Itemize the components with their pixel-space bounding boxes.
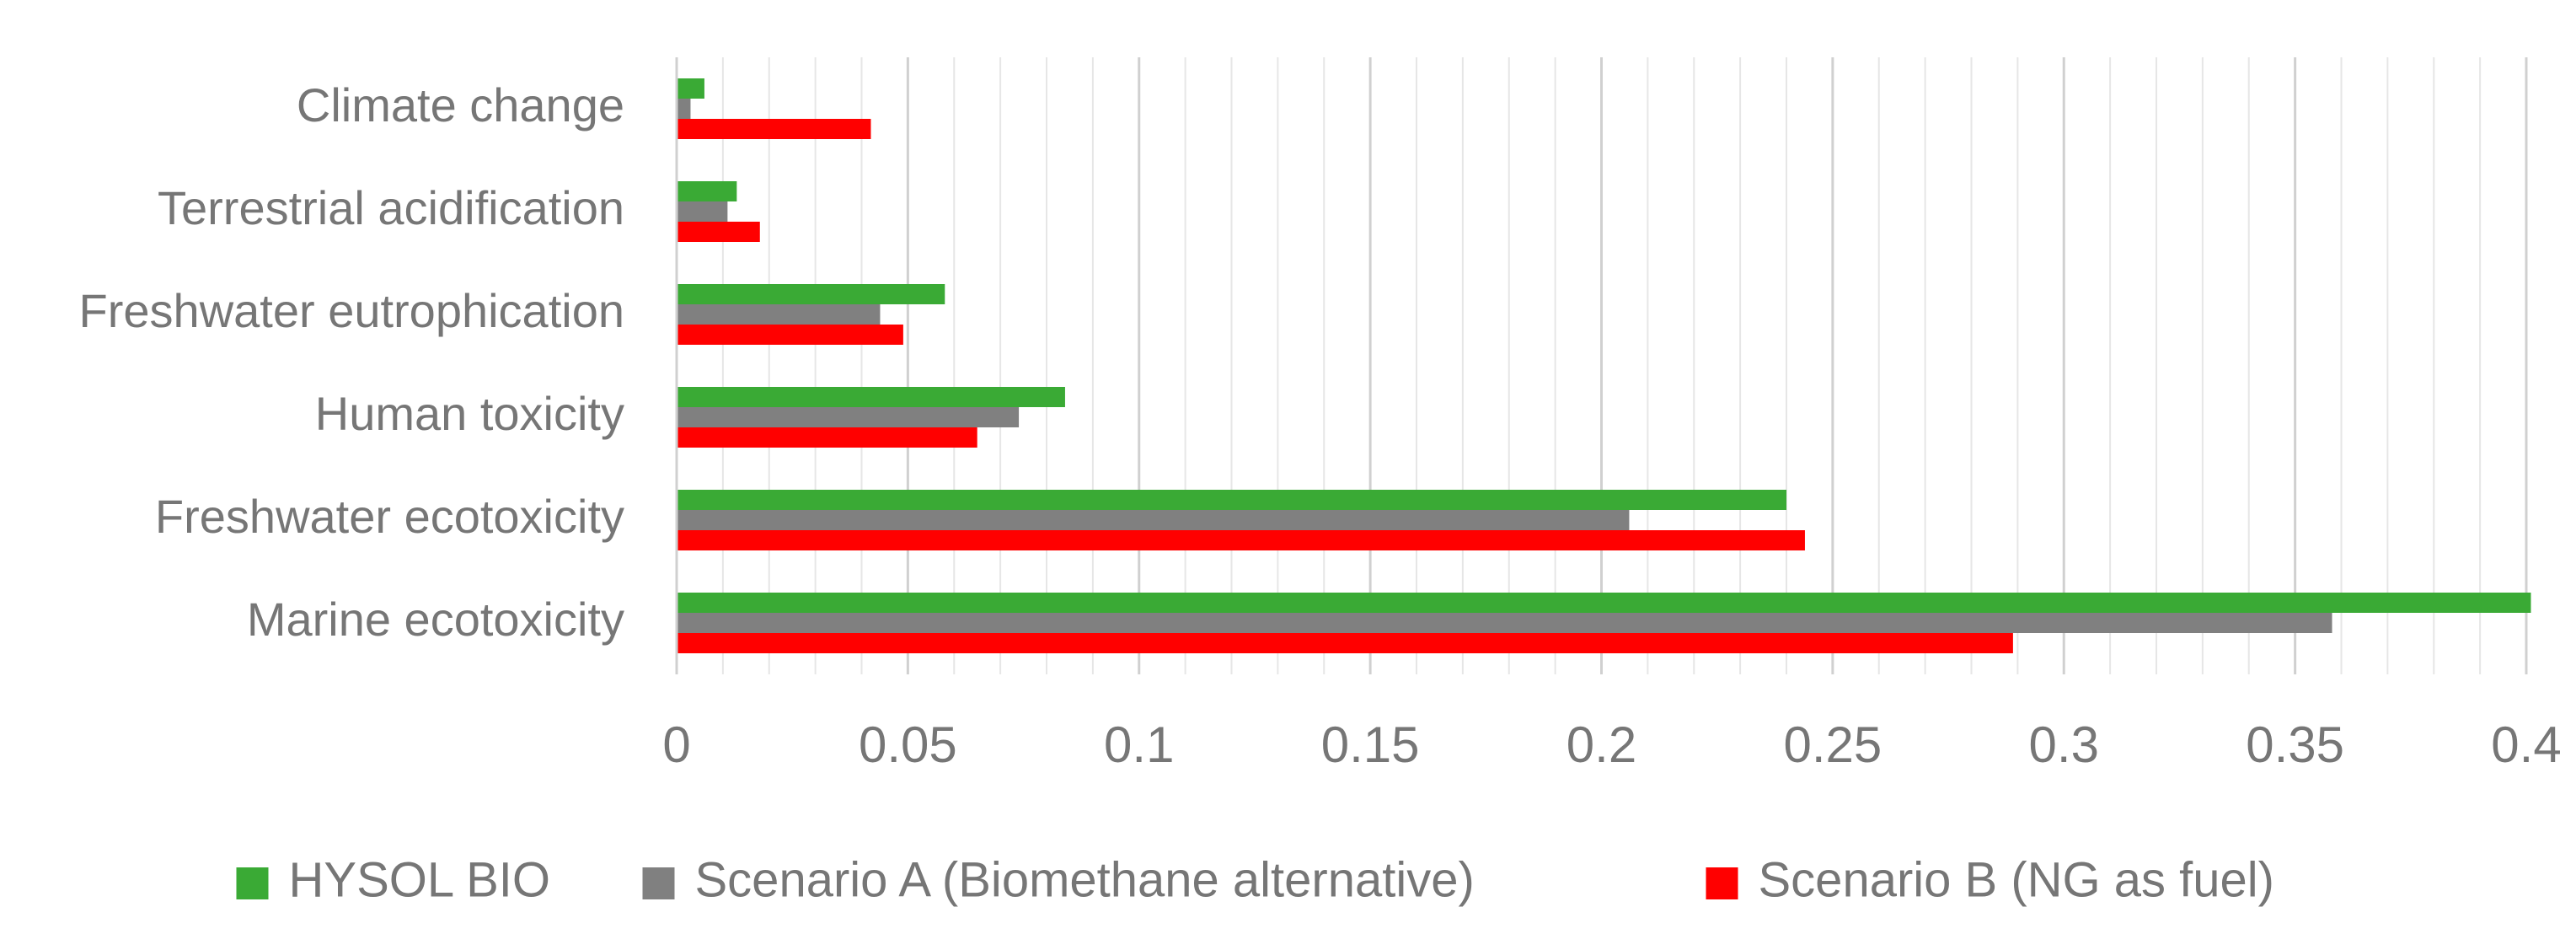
bar-scenario-b-ng-as-fuel-climate-change (677, 119, 871, 139)
x-tick-label: 0.4 (2491, 717, 2561, 773)
bar-scenario-b-ng-as-fuel-freshwater-eutrophication (677, 325, 903, 345)
bar-hysol-bio-marine-ecotoxicity (677, 593, 2531, 613)
x-tick-label: 0.3 (2029, 717, 2099, 773)
bar-hysol-bio-freshwater-eutrophication (677, 284, 945, 304)
x-tick-label: 0.05 (859, 717, 957, 773)
legend-label: HYSOL BIO (289, 852, 551, 907)
bar-scenario-a-biomethane-alternative-climate-change (677, 99, 691, 119)
x-tick-label: 0 (662, 717, 690, 773)
x-tick-label: 0.2 (1566, 717, 1636, 773)
bar-hysol-bio-climate-change (677, 78, 704, 99)
legend-label: Scenario A (Biomethane alternative) (695, 852, 1475, 907)
bar-scenario-b-ng-as-fuel-marine-ecotoxicity (677, 633, 2013, 653)
bar-hysol-bio-freshwater-ecotoxicity (677, 490, 1786, 510)
category-label: Human toxicity (315, 387, 624, 440)
gridlines (721, 57, 2528, 674)
category-label: Freshwater ecotoxicity (155, 490, 624, 543)
x-tick-labels: 0 0.05 0.1 0.15 0.2 0.25 0.3 0.35 0.4 (662, 717, 2561, 773)
x-tick-label: 0.1 (1104, 717, 1174, 773)
legend-label: Scenario B (NG as fuel) (1759, 852, 2274, 907)
x-tick-label: 0.15 (1321, 717, 1420, 773)
bars (677, 78, 2531, 653)
bar-scenario-a-biomethane-alternative-marine-ecotoxicity (677, 613, 2332, 633)
category-labels: Climate change Terrestrial acidification F… (79, 78, 624, 646)
legend-swatch (1706, 867, 1738, 899)
bar-scenario-b-ng-as-fuel-human-toxicity (677, 427, 977, 448)
x-tick-label: 0.25 (1783, 717, 1882, 773)
x-tick-label: 0.35 (2246, 717, 2344, 773)
bar-scenario-b-ng-as-fuel-freshwater-ecotoxicity (677, 530, 1805, 550)
category-label: Terrestrial acidification (158, 181, 624, 234)
bar-hysol-bio-terrestrial-acidification (677, 181, 737, 201)
bar-scenario-a-biomethane-alternative-freshwater-eutrophication (677, 304, 881, 325)
legend-swatch (236, 867, 269, 899)
legend: HYSOL BIO Scenario A (Biomethane alternat… (236, 852, 2274, 907)
bar-scenario-a-biomethane-alternative-freshwater-ecotoxicity (677, 510, 1630, 530)
bar-scenario-a-biomethane-alternative-human-toxicity (677, 407, 1020, 427)
bar-scenario-a-biomethane-alternative-terrestrial-acidification (677, 201, 728, 222)
category-label: Marine ecotoxicity (247, 593, 624, 646)
bar-hysol-bio-human-toxicity (677, 387, 1065, 407)
legend-swatch (642, 867, 675, 899)
category-label: Freshwater eutrophication (79, 284, 624, 337)
bar-scenario-b-ng-as-fuel-terrestrial-acidification (677, 222, 760, 242)
category-label: Climate change (297, 78, 624, 131)
